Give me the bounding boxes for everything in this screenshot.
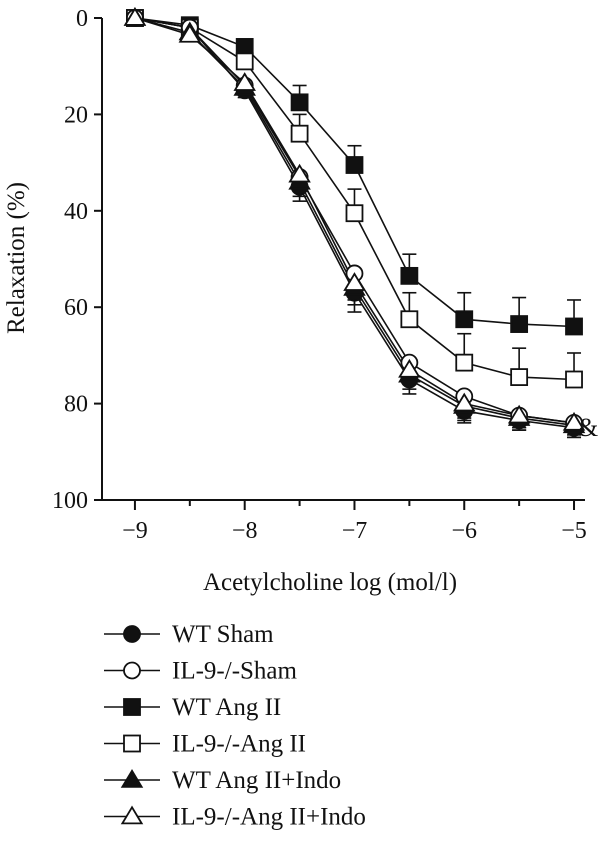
series-line bbox=[134, 17, 575, 429]
axes: 0 20 40 60 80 100 −9 −8 −7 −6 −5 bbox=[52, 6, 587, 544]
data-point bbox=[455, 310, 474, 329]
data-point bbox=[455, 353, 474, 372]
y-tick-label: 100 bbox=[52, 488, 88, 514]
x-tick-label: −9 bbox=[122, 518, 148, 544]
y-tick-label: 20 bbox=[64, 102, 88, 128]
legend-marker bbox=[120, 769, 144, 788]
legend-item: WT Ang II bbox=[104, 694, 281, 721]
legend-item: WT Sham bbox=[104, 621, 274, 648]
data-point bbox=[345, 156, 364, 174]
legend-item: WT Ang II+Indo bbox=[104, 767, 341, 794]
data-point bbox=[290, 93, 309, 112]
x-axis-title: Acetylcholine log (mol/l) bbox=[203, 569, 457, 596]
data-point bbox=[345, 204, 364, 223]
legend-label: IL-9-/-Sham bbox=[172, 658, 298, 685]
legend-item: IL-9-/-Sham bbox=[104, 658, 298, 685]
data-point bbox=[235, 52, 254, 71]
legend-marker bbox=[123, 661, 141, 680]
legend-marker bbox=[120, 805, 144, 825]
legend-marker bbox=[123, 625, 141, 643]
data-point bbox=[290, 124, 309, 143]
data-point bbox=[400, 266, 419, 285]
plot-area bbox=[123, 7, 586, 439]
x-tick-label: −5 bbox=[561, 518, 587, 544]
y-tick-label: 80 bbox=[64, 392, 88, 418]
legend-label: WT Ang II+Indo bbox=[172, 767, 341, 794]
data-point bbox=[510, 368, 529, 386]
series-markers-5 bbox=[123, 7, 586, 431]
y-tick-label: 60 bbox=[64, 295, 88, 321]
x-tick-label: −7 bbox=[342, 518, 368, 544]
x-tick-label: −8 bbox=[232, 518, 258, 544]
legend-label: WT Ang II bbox=[172, 694, 281, 721]
data-point bbox=[453, 392, 476, 412]
legend-item: IL-9-/-Ang II bbox=[104, 731, 306, 758]
legend: WT Sham IL-9-/-Sham WT Ang II IL-9-/-Ang II… bbox=[104, 621, 366, 831]
x-tick-label: −6 bbox=[451, 518, 477, 544]
legend-label: WT Sham bbox=[172, 621, 274, 648]
legend-marker bbox=[123, 698, 141, 716]
data-point bbox=[510, 315, 529, 333]
y-tick-label: 0 bbox=[76, 6, 88, 32]
data-point bbox=[507, 404, 531, 424]
data-point bbox=[398, 358, 421, 378]
data-point bbox=[343, 272, 366, 291]
legend-marker bbox=[123, 734, 141, 753]
y-axis-title: Relaxation (%) bbox=[3, 182, 30, 334]
legend-label: IL-9-/-Ang II bbox=[172, 731, 306, 758]
y-tick-label: 40 bbox=[64, 199, 88, 225]
legend-item: IL-9-/-Ang II+Indo bbox=[104, 804, 366, 831]
data-point bbox=[565, 317, 583, 336]
data-point bbox=[288, 163, 311, 183]
data-point bbox=[562, 411, 586, 431]
data-point bbox=[123, 7, 147, 26]
data-point bbox=[178, 23, 202, 43]
data-point bbox=[400, 310, 419, 329]
significance-annotation: & bbox=[578, 413, 598, 442]
data-point bbox=[233, 72, 256, 91]
legend-label: IL-9-/-Ang II+Indo bbox=[172, 804, 366, 831]
data-point bbox=[565, 370, 583, 389]
